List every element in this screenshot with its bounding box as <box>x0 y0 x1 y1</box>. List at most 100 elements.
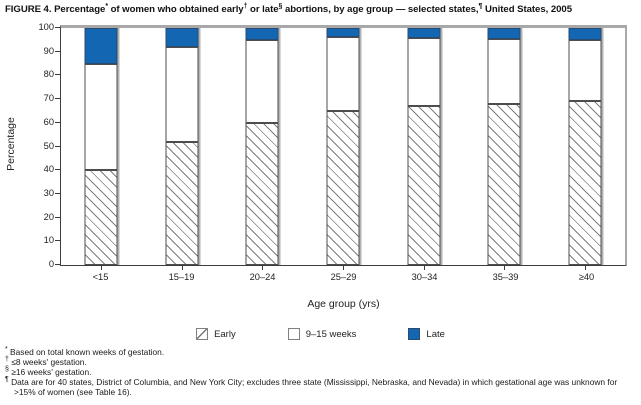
x-tick-label: 35–39 <box>492 272 519 282</box>
y-axis-ticks <box>55 27 60 265</box>
legend-item: 9–15 weeks <box>287 328 356 340</box>
title-footnote-marker: ¶ <box>478 3 483 10</box>
bar-segment-blue <box>568 28 602 40</box>
footnote: ¶ Data are for 40 states, District of Co… <box>5 376 635 397</box>
footnote-marker: † <box>5 356 9 364</box>
x-tick-label: <15 <box>92 272 109 282</box>
x-axis-title: Age group (yrs) <box>307 298 380 310</box>
bar-slot <box>222 28 303 270</box>
footnote-marker: ¶ <box>5 376 9 384</box>
x-tick-mark <box>343 266 345 270</box>
stacked-bar <box>165 28 199 265</box>
title-footnote-marker: * <box>105 3 108 10</box>
stacked-bar <box>568 28 602 265</box>
footnote: * Based on total known weeks of gestatio… <box>5 346 635 357</box>
bar-segment-hatched <box>487 103 521 265</box>
legend-swatch-blue <box>408 328 421 340</box>
footnote-text: ≥16 weeks' gestation. <box>8 367 92 377</box>
legend-label: Early <box>214 328 236 340</box>
bar-slot <box>383 28 464 270</box>
title-text: of women who obtained early <box>108 4 244 16</box>
x-tick-label: 20–24 <box>249 272 276 282</box>
legend-swatch-hatched <box>196 328 209 340</box>
y-tick-label: 20 <box>43 211 54 222</box>
bar-segment-hatched <box>165 141 199 265</box>
stacked-bar <box>407 28 441 265</box>
plot-area <box>60 25 627 270</box>
y-axis-tick-labels: 0 10 20 30 40 50 60 70 80 90 100 <box>26 22 54 269</box>
x-axis-tick-labels: <15 15–19 20–24 25–29 30–34 35–39 ≥40 <box>60 272 627 282</box>
y-tick-label: 30 <box>43 187 54 198</box>
bar-segment-white <box>407 37 441 107</box>
bar-slot <box>544 28 625 270</box>
y-axis-title: Percentage <box>5 117 17 171</box>
legend: Early 9–15 weeks Late <box>0 328 641 340</box>
footnote-marker: § <box>5 366 9 374</box>
bar-segment-blue <box>165 28 199 47</box>
bar-segment-white <box>245 39 279 123</box>
y-tick-mark <box>55 264 60 265</box>
bar-columns <box>61 28 625 270</box>
y-tick-mark <box>55 145 60 147</box>
x-tick-mark <box>181 266 183 270</box>
y-tick-label: 40 <box>43 164 54 175</box>
y-tick-label: 100 <box>38 22 54 32</box>
stacked-bar <box>84 28 118 265</box>
y-tick-mark <box>55 27 60 28</box>
footnote-text: ≤8 weeks' gestation. <box>8 357 87 367</box>
x-tick-mark <box>423 266 425 270</box>
y-tick-mark <box>55 240 60 242</box>
y-tick-mark <box>55 216 60 218</box>
x-tick-mark <box>504 266 506 270</box>
footnotes: * Based on total known weeks of gestatio… <box>5 346 635 397</box>
x-tick-mark <box>101 266 103 270</box>
bar-slot <box>303 28 384 270</box>
x-tick-label: ≥40 <box>578 272 595 282</box>
bar-segment-hatched <box>326 110 360 265</box>
x-tick-label: 25–29 <box>330 272 357 282</box>
legend-swatch-white <box>287 328 300 340</box>
y-tick-mark <box>55 121 60 123</box>
bar-slot <box>142 28 223 270</box>
footnote-marker: * <box>5 346 8 354</box>
y-tick-mark <box>55 74 60 76</box>
x-tick-label: 15–19 <box>168 272 195 282</box>
stacked-bar <box>326 28 360 265</box>
y-tick-mark <box>55 169 60 171</box>
bar-segment-white <box>326 37 360 111</box>
bar-segment-blue <box>84 28 118 64</box>
bar-segment-white <box>487 38 521 104</box>
y-tick-label: 10 <box>43 235 54 246</box>
y-tick-mark <box>55 98 60 100</box>
figure-title: FIGURE 4. Percentage* of women who obtai… <box>5 3 572 15</box>
bar-segment-hatched <box>84 170 118 265</box>
title-text: abortions, by age group — selected state… <box>282 4 479 16</box>
footnote-text: Based on total known weeks of gestation. <box>7 347 165 357</box>
x-tick-label: 30–34 <box>411 272 438 282</box>
bar-segment-white <box>84 63 118 171</box>
stacked-bar <box>245 28 279 265</box>
footnote-text: Data are for 40 states, District of Colu… <box>8 377 618 397</box>
bar-segment-hatched <box>568 101 602 265</box>
bar-segment-blue <box>487 28 521 39</box>
title-text: or late <box>247 4 279 16</box>
footnote: † ≤8 weeks' gestation. <box>5 356 635 367</box>
y-tick-label: 80 <box>43 69 54 80</box>
bar-slot <box>464 28 545 270</box>
title-text: United States, 2005 <box>482 4 573 16</box>
bar-slot <box>61 28 142 270</box>
y-tick-label: 0 <box>48 259 54 269</box>
bar-segment-blue <box>245 28 279 40</box>
stacked-bar <box>487 28 521 265</box>
bar-segment-hatched <box>245 122 279 265</box>
y-tick-mark <box>55 192 60 194</box>
legend-item: Late <box>408 328 445 340</box>
bar-segment-blue <box>326 28 360 38</box>
bar-segment-hatched <box>407 106 441 265</box>
y-tick-label: 60 <box>43 116 54 127</box>
legend-label: Late <box>426 328 445 340</box>
title-footnote-marker: § <box>278 3 283 10</box>
bar-segment-white <box>568 39 602 102</box>
footnote: § ≥16 weeks' gestation. <box>5 366 635 377</box>
